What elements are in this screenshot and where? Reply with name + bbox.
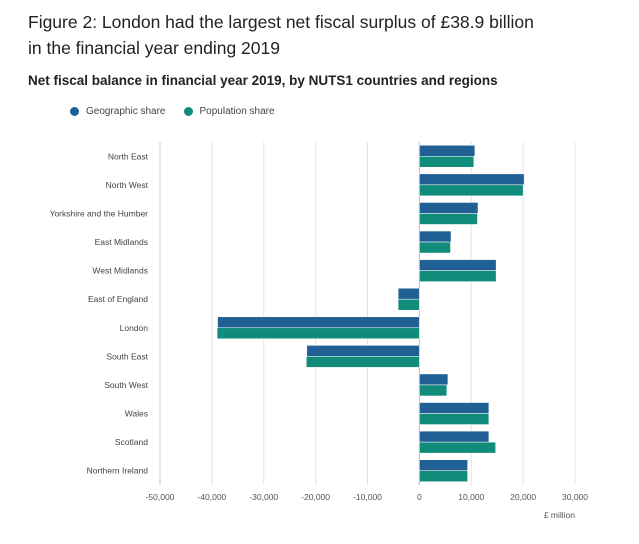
category-label: East Midlands <box>95 237 148 247</box>
bar-population-share <box>419 413 490 425</box>
bar-population-share <box>419 470 468 482</box>
x-tick-label: 0 <box>417 492 422 502</box>
x-axis-label: £ million <box>544 510 575 520</box>
category-label: West Midlands <box>92 266 148 276</box>
bar-geographic-share <box>419 173 525 186</box>
category-label: Yorkshire and the Humber <box>50 208 149 218</box>
category-label: Scotland <box>115 437 148 447</box>
category-label: North West <box>106 180 149 190</box>
bar-population-share <box>419 384 448 397</box>
category-label: Northern Ireland <box>87 466 149 476</box>
legend-label-population: Population share <box>199 106 275 117</box>
legend: Geographic share Population share <box>70 106 293 117</box>
x-tick-label: 30,000 <box>562 492 588 502</box>
bar-population-share <box>419 213 478 225</box>
bar-geographic-share <box>419 230 452 243</box>
category-label: East of England <box>88 294 148 304</box>
x-tick-label: -10,000 <box>353 492 382 502</box>
x-tick-label: 20,000 <box>510 492 536 502</box>
x-tick-label: -20,000 <box>301 492 330 502</box>
bar-geographic-share <box>397 287 420 300</box>
legend-item-population[interactable]: Population share <box>183 106 275 117</box>
bar-population-share <box>306 356 420 368</box>
bar-geographic-share <box>419 373 449 386</box>
x-tick-label: 10,000 <box>458 492 484 502</box>
bar-geographic-share <box>419 459 468 471</box>
bar-population-share <box>419 184 524 197</box>
bar-geographic-share <box>419 259 497 271</box>
bar-population-share <box>216 327 420 340</box>
legend-swatch-geographic <box>70 107 79 116</box>
title-line-2: in the financial year ending 2019 <box>28 38 280 58</box>
x-tick-label: -50,000 <box>146 492 175 502</box>
legend-swatch-population <box>183 107 193 116</box>
title-line-1: Figure 2: London had the largest net fis… <box>28 12 534 32</box>
bar-geographic-share <box>419 430 490 443</box>
chart-title: Figure 2: London had the largest net fis… <box>28 9 628 61</box>
bar-population-share <box>419 270 497 282</box>
x-tick-label: -40,000 <box>197 492 226 502</box>
legend-item-geographic[interactable]: Geographic share <box>70 106 166 117</box>
category-label: London <box>120 323 149 333</box>
bar-geographic-share <box>306 345 420 357</box>
bar-population-share <box>419 241 451 254</box>
bar-geographic-share <box>419 202 479 214</box>
bar-population-share <box>419 441 496 454</box>
legend-label-geographic: Geographic share <box>86 106 166 117</box>
category-label: North East <box>108 151 149 161</box>
bar-population-share <box>397 298 420 311</box>
bar-population-share <box>419 156 475 168</box>
bar-geographic-share <box>217 316 420 329</box>
bar-geographic-share <box>419 145 476 157</box>
chart-subtitle: Net fiscal balance in financial year 201… <box>28 73 498 88</box>
category-label: South East <box>106 351 148 361</box>
category-label: Wales <box>125 409 148 419</box>
bar-geographic-share <box>419 402 490 414</box>
category-label: South West <box>104 380 148 390</box>
x-tick-label: -30,000 <box>249 492 278 502</box>
